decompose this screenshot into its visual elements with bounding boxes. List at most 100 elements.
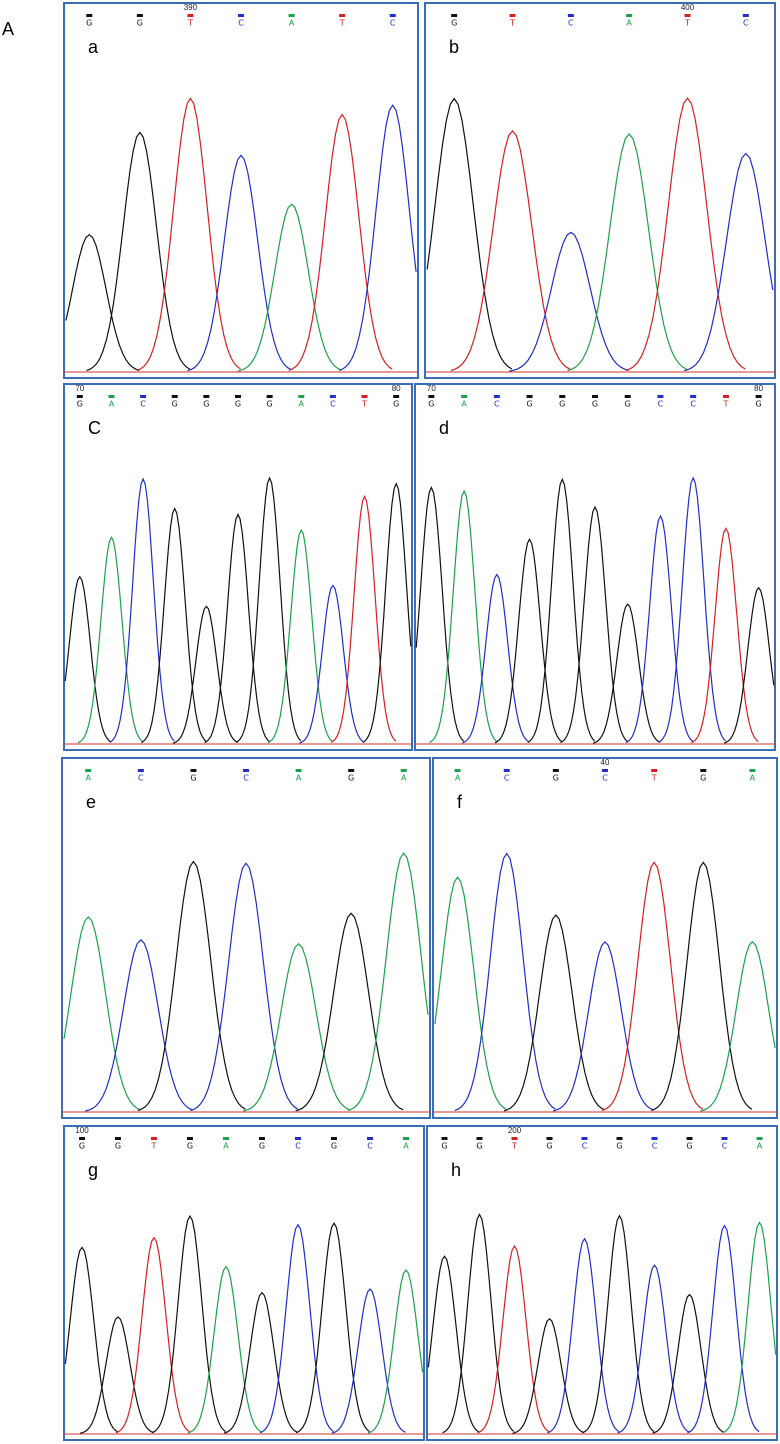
base-tick	[461, 395, 468, 398]
base-call: C	[494, 400, 500, 409]
base-tick	[243, 769, 249, 772]
trace-peak	[429, 489, 497, 744]
base-tick	[151, 1137, 157, 1140]
trace-peak	[204, 513, 270, 744]
panel-frame	[63, 2, 419, 379]
base-tick	[624, 395, 631, 398]
trace-peak	[187, 1265, 262, 1434]
trace-peak	[687, 1224, 760, 1434]
base-tick	[76, 395, 83, 398]
trace-peak	[367, 1268, 424, 1434]
base-call: G	[526, 400, 532, 409]
panel-frame	[426, 1125, 778, 1441]
base-call: T	[361, 400, 367, 409]
trace-peak	[187, 154, 292, 372]
trace-peak	[434, 876, 507, 1110]
trace-peak	[700, 940, 776, 1112]
trace-peak	[295, 912, 404, 1112]
trace-peak	[512, 1317, 585, 1434]
trace-peak	[86, 131, 191, 372]
trace-peak	[259, 1223, 334, 1434]
base-tick	[690, 395, 697, 398]
trace-peak	[235, 476, 302, 743]
base-tick	[329, 395, 336, 398]
trace-peak	[299, 584, 365, 744]
base-tick	[441, 1137, 448, 1140]
base-tick	[722, 395, 729, 398]
base-tick	[115, 1137, 121, 1140]
base-tick	[266, 395, 273, 398]
panel-frame	[61, 757, 431, 1119]
panel-letter: d	[439, 418, 449, 438]
trace-peak	[651, 861, 753, 1112]
trace-peak	[64, 575, 112, 743]
panel-letter: b	[449, 37, 459, 57]
base-tick	[187, 14, 194, 17]
trace-peak	[560, 505, 628, 744]
base-call: G	[553, 774, 559, 783]
trace-peak	[582, 1214, 655, 1434]
base-tick	[721, 1137, 728, 1140]
trace-peak	[190, 862, 299, 1112]
panel-frame	[414, 383, 776, 751]
trace-peak	[77, 536, 144, 744]
base-call: G	[592, 400, 598, 409]
trace-peak	[426, 97, 513, 370]
base-call: G	[235, 400, 241, 409]
trace-peak	[64, 1246, 118, 1433]
base-call: A	[109, 400, 115, 409]
base-call: G	[137, 19, 143, 28]
base-tick	[651, 1137, 658, 1140]
base-tick	[187, 1137, 193, 1140]
base-tick	[86, 14, 93, 17]
panel-letter: a	[88, 37, 99, 57]
base-call: A	[401, 774, 407, 783]
base-tick	[238, 14, 244, 17]
trace-peak	[509, 231, 629, 372]
base-call: T	[511, 1142, 517, 1151]
trace-peak	[85, 939, 194, 1112]
base-tick	[137, 769, 144, 772]
base-tick	[592, 395, 598, 398]
base-tick	[616, 1137, 623, 1140]
trace-peak	[238, 203, 342, 372]
base-call: C	[295, 1142, 301, 1151]
trace-peak	[172, 605, 238, 744]
base-tick	[651, 769, 658, 772]
base-tick	[451, 14, 458, 17]
trace-peak	[242, 943, 351, 1112]
trace-peak	[347, 852, 429, 1112]
trace-peak	[552, 941, 654, 1112]
trace-peak	[136, 97, 241, 371]
trace-peak	[503, 914, 605, 1112]
base-call: G	[559, 400, 565, 409]
base-call: T	[339, 19, 345, 28]
trace-peak	[288, 113, 393, 372]
base-call: C	[658, 400, 664, 409]
trace-peak	[617, 1264, 690, 1434]
base-tick	[403, 1137, 409, 1140]
base-call: G	[393, 400, 399, 409]
base-call: C	[367, 1142, 373, 1151]
base-call: A	[455, 774, 461, 783]
base-tick	[203, 395, 210, 398]
base-call: C	[504, 774, 510, 783]
panel-letter: g	[88, 1160, 98, 1180]
position-number: 400	[681, 3, 695, 12]
base-call: A	[86, 774, 92, 783]
base-tick	[295, 1137, 301, 1140]
base-tick	[700, 769, 707, 772]
base-call: C	[243, 774, 249, 783]
base-tick	[259, 1137, 265, 1140]
trace-peak	[450, 129, 571, 372]
trace-peak	[339, 104, 417, 371]
panel-letter: f	[457, 792, 463, 812]
base-call: C	[582, 1142, 588, 1151]
base-call: G	[267, 400, 273, 409]
trace-peak	[427, 1255, 480, 1433]
base-call: G	[476, 1142, 482, 1151]
trace-peak	[151, 1214, 226, 1434]
trace-peak	[109, 477, 175, 743]
position-number: 70	[75, 384, 84, 393]
